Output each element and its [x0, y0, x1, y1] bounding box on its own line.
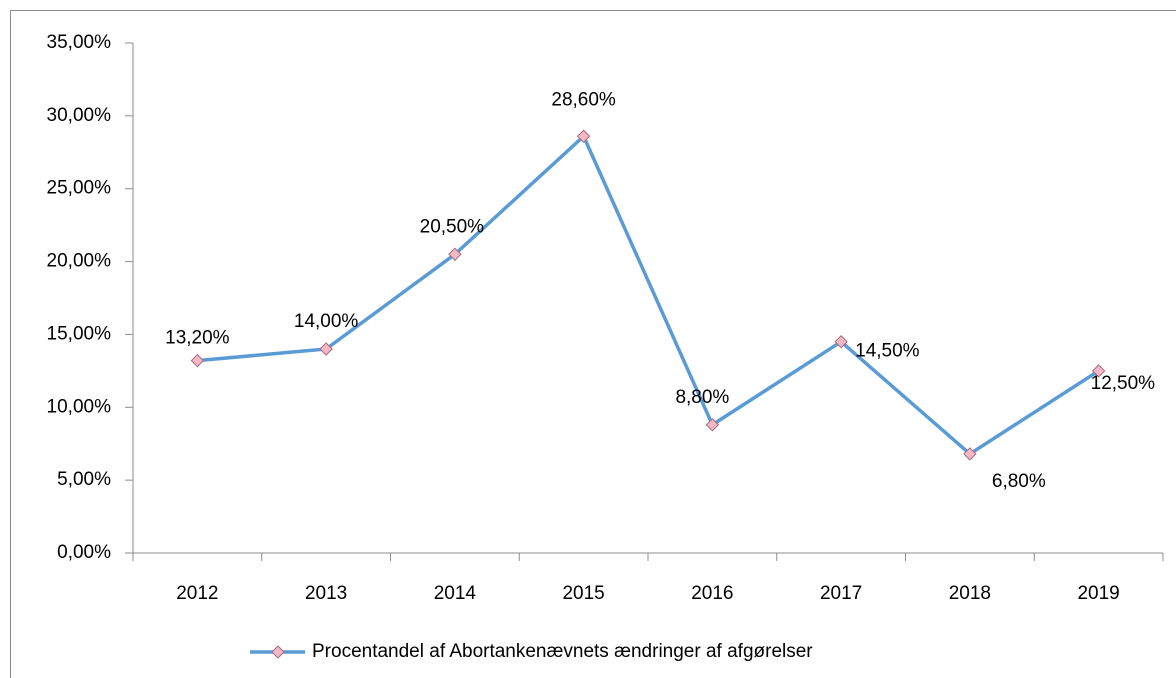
x-tick-label: 2015	[562, 583, 604, 604]
x-tick-label: 2017	[820, 583, 862, 604]
data-label: 28,60%	[551, 89, 616, 110]
data-point	[448, 247, 462, 261]
x-tick-label: 2013	[305, 583, 347, 604]
data-label: 8,80%	[675, 387, 729, 408]
x-tick-label: 2018	[949, 583, 991, 604]
chart-frame	[10, 10, 1176, 678]
y-tick-label: 15,00%	[47, 323, 112, 344]
y-tick-label: 20,00%	[47, 251, 112, 272]
data-point	[834, 335, 848, 349]
data-point	[705, 418, 720, 432]
data-point	[576, 129, 591, 143]
y-tick-label: 30,00%	[47, 105, 112, 126]
data-label: 14,00%	[294, 311, 359, 332]
y-tick-label: 0,00%	[57, 542, 111, 563]
legend-marker	[271, 645, 285, 659]
data-point	[319, 342, 333, 356]
data-point	[190, 353, 205, 368]
data-point	[963, 447, 977, 461]
y-tick-label: 35,00%	[47, 32, 112, 53]
data-label: 13,20%	[165, 328, 230, 349]
data-label: 12,50%	[1091, 373, 1156, 394]
data-point	[1091, 364, 1106, 378]
data-label: 20,50%	[420, 216, 485, 237]
y-tick-label: 25,00%	[47, 178, 112, 199]
y-tick-label: 5,00%	[57, 469, 111, 490]
series-line	[197, 134, 1100, 456]
x-tick-label: 2012	[176, 583, 218, 604]
x-tick-label: 2014	[434, 583, 477, 604]
x-tick-label: 2016	[691, 583, 733, 604]
x-tick-label: 2019	[1077, 583, 1119, 604]
y-tick-label: 10,00%	[47, 396, 112, 417]
data-label: 6,80%	[992, 471, 1046, 492]
data-label: 14,50%	[855, 341, 920, 362]
legend-label: Procentandel af Abortankenævnets ændring…	[312, 641, 813, 662]
